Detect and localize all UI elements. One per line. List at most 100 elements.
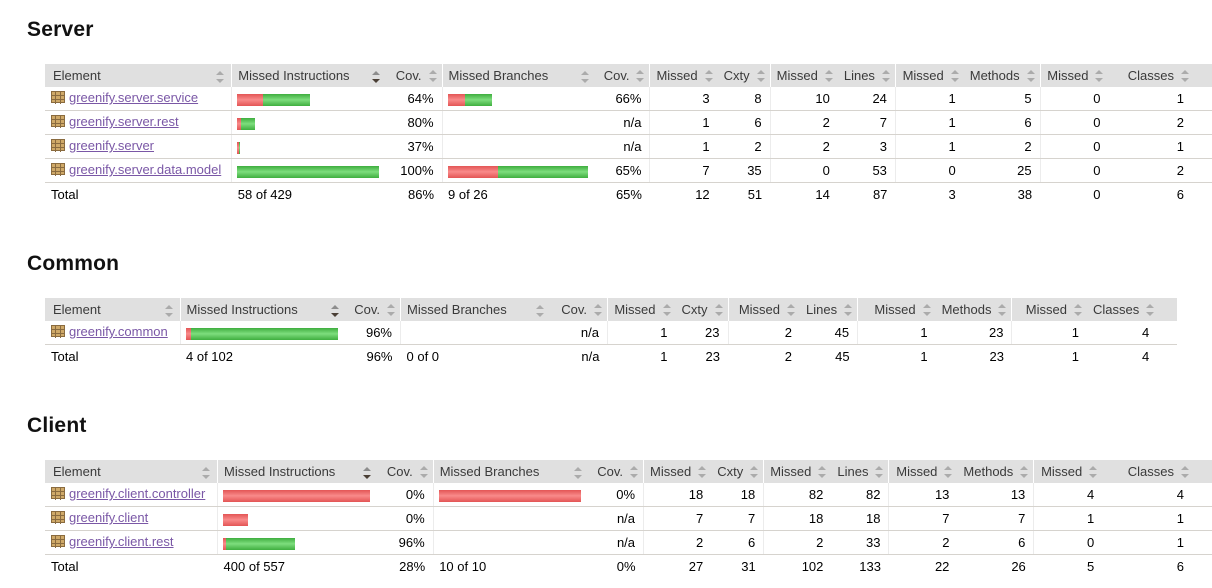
counter-value: 35	[717, 158, 771, 183]
column-header-element[interactable]: Element	[45, 460, 218, 483]
counter-value: 23	[935, 321, 1012, 345]
total-counter-value: 38	[1017, 187, 1033, 202]
sort-icon	[636, 69, 645, 82]
total-counter-value: 27	[688, 559, 704, 574]
column-header-lines[interactable]: Lines	[800, 298, 858, 321]
column-header-cxty[interactable]: Cxty	[675, 298, 728, 321]
column-header-cov-[interactable]: Cov.	[387, 64, 443, 87]
package-link[interactable]: greenify.client.rest	[69, 534, 174, 549]
counter-value: 1	[1108, 87, 1212, 111]
column-header-classes[interactable]: Classes	[1102, 460, 1212, 483]
column-header-label: Missed Instructions	[238, 68, 350, 83]
counter-value: 45	[800, 321, 858, 345]
column-header-label: Cxty	[717, 464, 744, 479]
sort-icon	[1026, 69, 1036, 82]
counter-value: 4	[1102, 483, 1212, 507]
column-header-missed[interactable]: Missed	[649, 64, 718, 87]
column-header-missed-instructions[interactable]: Missed Instructions	[231, 64, 388, 87]
package-link[interactable]: greenify.client	[69, 510, 149, 525]
column-header-missed[interactable]: Missed	[888, 460, 958, 483]
counter-value: 24	[837, 87, 896, 111]
column-header-missed-instructions[interactable]: Missed Instructions	[217, 460, 379, 483]
column-header-missed[interactable]: Missed	[857, 298, 936, 321]
column-header-methods[interactable]: Methods	[963, 64, 1041, 87]
total-counter-value: 4	[1141, 349, 1150, 364]
package-link[interactable]: greenify.client.controller	[69, 486, 206, 501]
package-link[interactable]: greenify.server.rest	[69, 114, 179, 129]
package-link[interactable]: greenify.server.data.model	[69, 162, 222, 177]
sort-icon	[573, 466, 583, 479]
column-header-missed[interactable]: Missed	[763, 460, 832, 483]
missed-bar	[185, 327, 191, 340]
column-header-lines[interactable]: Lines	[837, 64, 896, 87]
sort-icon	[387, 303, 396, 316]
column-header-lines[interactable]: Lines	[831, 460, 889, 483]
covered-bar	[497, 165, 588, 178]
element-cell: greenify.client.controller	[45, 483, 218, 507]
column-header-missed[interactable]: Missed	[1011, 298, 1087, 321]
counter-value: 1	[1033, 506, 1103, 531]
sort-icon	[216, 70, 225, 83]
table-row: greenify.server.rest 80% n/a 1 6 2 7 1 6 0 2	[45, 110, 1212, 135]
sort-icon	[662, 303, 672, 316]
column-header-label: Missed Branches	[407, 302, 507, 317]
sort-icon	[787, 303, 796, 316]
column-header-cxty[interactable]: Cxty	[711, 460, 764, 483]
column-header-classes[interactable]: Classes	[1086, 298, 1178, 321]
column-header-missed[interactable]: Missed	[643, 460, 712, 483]
column-header-missed[interactable]: Missed	[769, 64, 838, 87]
column-header-element[interactable]: Element	[45, 298, 180, 321]
counter-value: 13	[888, 483, 958, 507]
total-counter-value: 1	[920, 349, 928, 364]
coverage-bar-cell	[231, 158, 388, 183]
column-header-missed[interactable]: Missed	[894, 64, 964, 87]
column-header-missed-branches[interactable]: Missed Branches	[432, 460, 589, 483]
column-header-missed[interactable]: Missed	[727, 298, 800, 321]
column-header-missed[interactable]: Missed	[607, 298, 676, 321]
column-header-label: Element	[53, 68, 101, 83]
counter-value: 2	[727, 321, 800, 345]
column-header-element[interactable]: Element	[45, 64, 232, 87]
column-header-missed-instructions[interactable]: Missed Instructions	[179, 298, 346, 321]
covered-bar	[237, 165, 380, 178]
column-header-missed-branches[interactable]: Missed Branches	[441, 64, 596, 87]
sort-icon	[944, 465, 953, 478]
total-row: Total 4 of 102 96% 0 of 0 n/a 1 23 2 45 1 23 1 4	[45, 345, 1177, 369]
sort-icon	[1181, 465, 1190, 478]
sort-icon	[428, 69, 438, 82]
column-header-methods[interactable]: Methods	[935, 298, 1012, 321]
package-link[interactable]: greenify.server	[69, 138, 155, 153]
column-header-cov-[interactable]: Cov.	[588, 460, 644, 483]
total-counter-value: 26	[1011, 559, 1026, 574]
column-header-methods[interactable]: Methods	[957, 460, 1034, 483]
column-header-missed[interactable]: Missed	[1033, 460, 1103, 483]
counter-value: 8	[717, 87, 771, 111]
column-header-missed-branches[interactable]: Missed Branches	[400, 298, 551, 321]
column-header-cxty[interactable]: Cxty	[717, 64, 771, 87]
column-header-cov-[interactable]: Cov.	[595, 64, 650, 87]
column-header-cov-[interactable]: Cov.	[345, 298, 401, 321]
column-header-label: Missed	[902, 68, 944, 83]
column-header-label: Classes	[1127, 68, 1174, 83]
counter-value: 1	[894, 110, 964, 135]
column-header-missed[interactable]: Missed	[1039, 64, 1109, 87]
sort-icon	[844, 303, 853, 316]
counter-value: 1	[1011, 321, 1087, 345]
package-link[interactable]: greenify.server.service	[69, 90, 199, 105]
column-header-classes[interactable]: Classes	[1108, 64, 1212, 87]
coverage-bar-cell: 0 of 0	[406, 349, 440, 364]
sort-icon	[756, 69, 766, 82]
package-link[interactable]: greenify.common	[69, 324, 168, 339]
total-counter-value: 5	[1087, 559, 1095, 574]
column-header-cov-[interactable]: Cov.	[550, 298, 608, 321]
sort-icon	[580, 70, 590, 83]
sort-icon	[714, 303, 724, 316]
column-header-label: Classes	[1127, 464, 1174, 479]
counter-value: 33	[831, 530, 889, 555]
counter-value: 7	[649, 158, 718, 183]
total-row: Total 400 of 557 28% 10 of 10 0% 27 31 102 133 22…	[45, 555, 1212, 579]
counter-value: 0	[769, 158, 838, 183]
column-header-cov-[interactable]: Cov.	[378, 460, 434, 483]
branch-coverage-value: 0%	[588, 483, 644, 507]
missed-bar	[447, 165, 498, 178]
